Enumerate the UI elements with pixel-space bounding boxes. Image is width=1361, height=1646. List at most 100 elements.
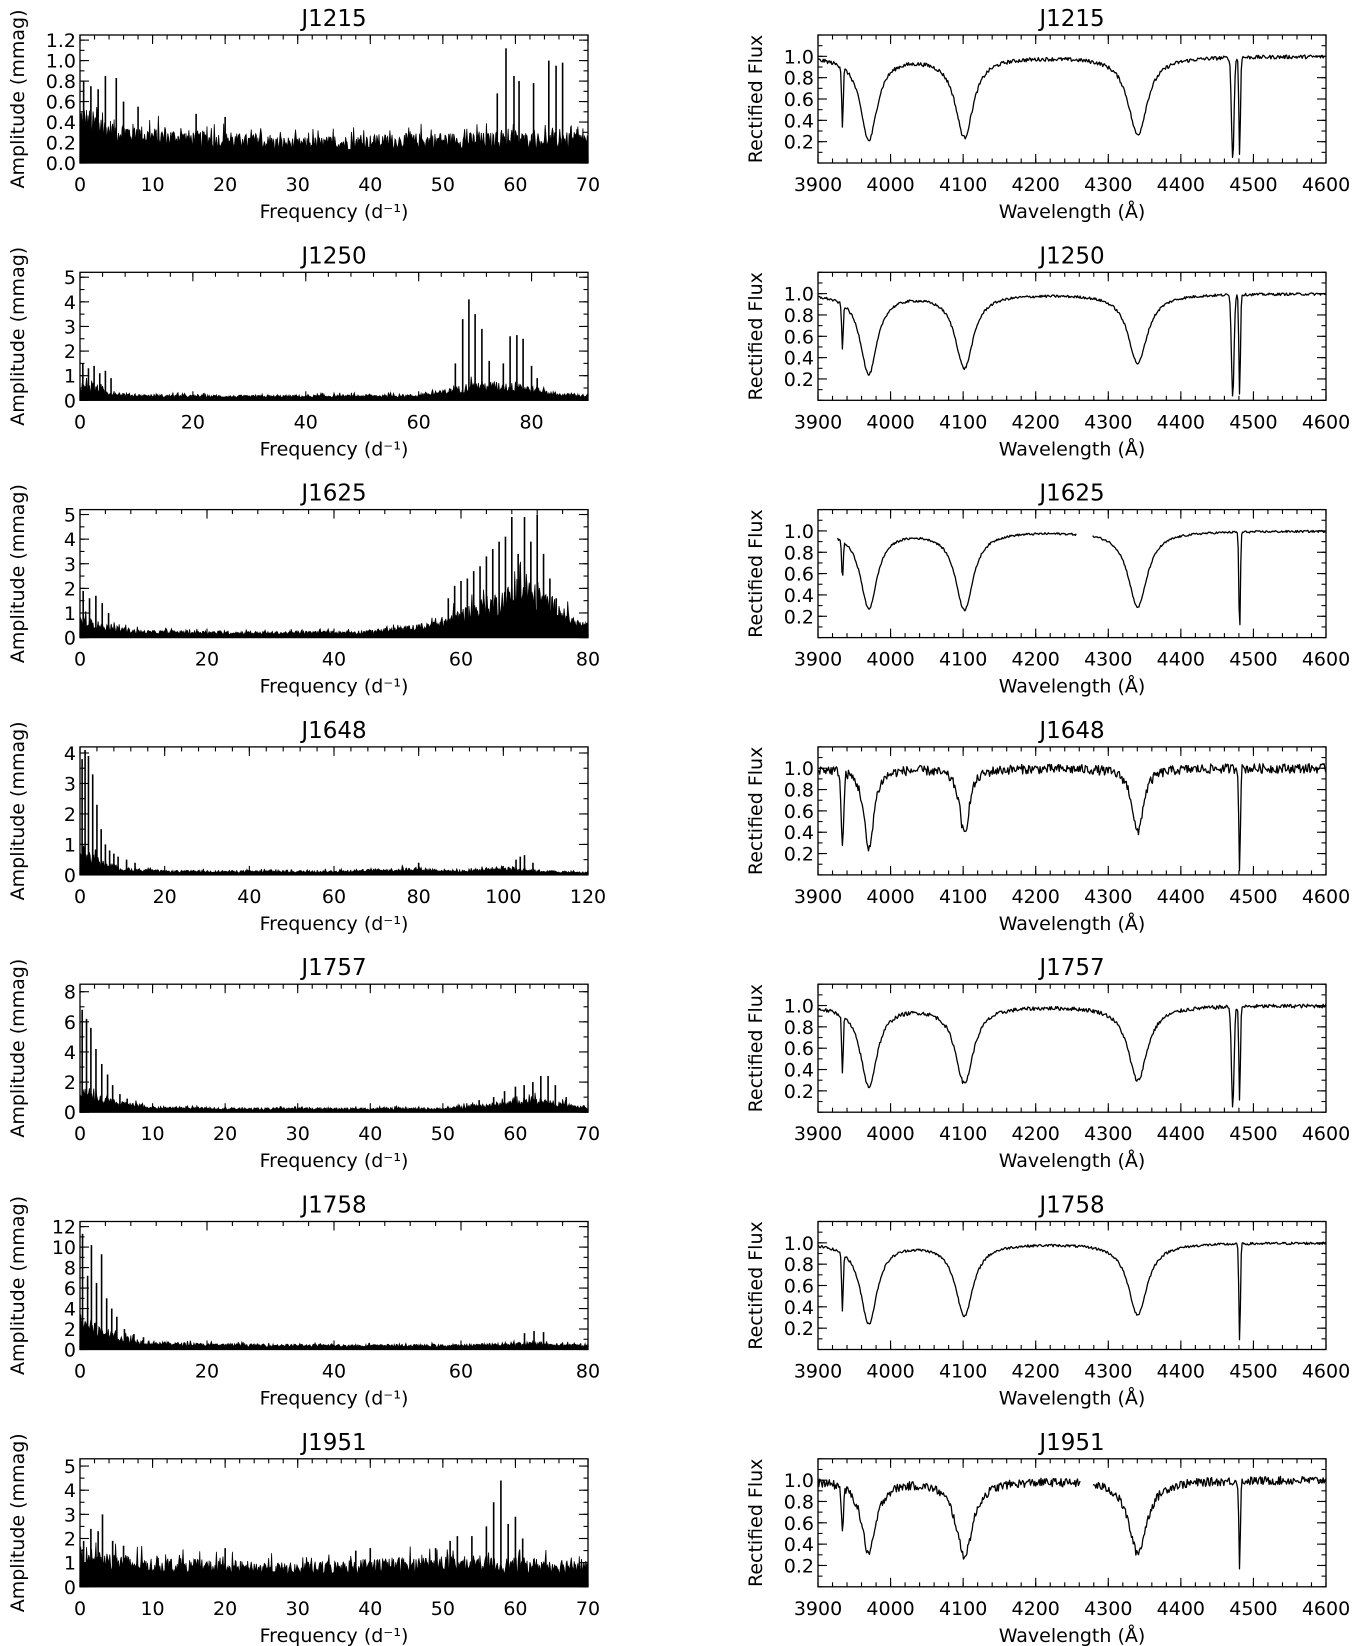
spectrum-j1215-ytick-label: 0.8 xyxy=(784,68,814,90)
spectrum-j1758-xtick-label: 4000 xyxy=(866,1361,914,1383)
periodogram-j1951-xtick-label: 10 xyxy=(140,1598,164,1620)
periodogram-j1648-ylabel: Amplitude (mmag) xyxy=(7,721,29,900)
spectrum-j1250-xtick-label: 4300 xyxy=(1084,411,1132,433)
spectrum-j1758-xtick-label: 4500 xyxy=(1229,1361,1277,1383)
spectrum-j1648-ytick-label: 0.6 xyxy=(784,801,814,823)
periodogram-j1250-xtick-label: 20 xyxy=(181,411,205,433)
spectrum-j1757-ylabel: Rectified Flux xyxy=(745,984,767,1112)
periodogram-j1757-xtick-label: 10 xyxy=(140,1123,164,1145)
spectrum-j1215-frame xyxy=(817,34,1327,164)
periodogram-j1951-ytick-label: 3 xyxy=(64,1504,76,1526)
spectrum-j1757-trace xyxy=(817,1003,1327,1108)
spectrum-j1625-xtick-label: 4600 xyxy=(1302,649,1350,671)
periodogram-j1215-title: J1215 xyxy=(299,6,366,32)
periodogram-j1215-panel: 0 10 20 30 40 50 60 70 0.00.20.40.60.81.01.2 J121… xyxy=(7,6,600,223)
spectrum-j1250-title: J1250 xyxy=(1037,243,1104,269)
periodogram-j1757-xtick-label: 40 xyxy=(358,1123,382,1145)
spectrum-j1951-ytick-label: 0.6 xyxy=(784,1513,814,1535)
spectrum-j1758-ytick-label: 0.6 xyxy=(784,1276,814,1298)
spectrum-j1215-title: J1215 xyxy=(1037,6,1104,32)
periodogram-j1625-xlabel: Frequency (d⁻¹) xyxy=(260,676,409,698)
spectrum-j1951-xtick-label: 4500 xyxy=(1229,1598,1277,1620)
spectrum-j1648-ytick-label: 1.0 xyxy=(784,758,814,780)
periodogram-j1758-ytick-label: 2 xyxy=(64,1319,76,1341)
spectrum-j1757-xtick-label: 4000 xyxy=(866,1123,914,1145)
periodogram-j1648-noise-floor xyxy=(80,845,588,875)
periodogram-j1215-ytick-label: 0.2 xyxy=(46,133,76,155)
spectrum-j1951-frame xyxy=(817,1458,1327,1588)
spectrum-j1250-xtick-label: 3900 xyxy=(794,411,842,433)
periodogram-j1648-ytick-label: 1 xyxy=(64,834,76,856)
periodogram-j1648-ytick-label: 3 xyxy=(64,773,76,795)
periodogram-j1758-xtick-label: 80 xyxy=(576,1361,600,1383)
spectrum-j1625-xtick-label: 3900 xyxy=(794,649,842,671)
spectrum-j1757-xtick-label: 4600 xyxy=(1302,1123,1350,1145)
spectrum-j1758-trace xyxy=(817,1241,1327,1341)
periodogram-j1757-xtick-label: 0 xyxy=(74,1123,86,1145)
spectrum-j1250-frame xyxy=(817,271,1327,401)
spectrum-j1758-xlabel: Wavelength (Å) xyxy=(999,1387,1146,1410)
spectrum-j1215-trace xyxy=(817,54,1326,159)
periodogram-j1758-ytick-label: 0 xyxy=(64,1340,76,1362)
spectrum-j1757-ytick-label: 1.0 xyxy=(784,996,814,1018)
spectrum-j1757-xtick-label: 4300 xyxy=(1084,1123,1132,1145)
periodogram-j1625-ytick-label: 2 xyxy=(64,578,76,600)
spectrum-j1757-ytick-label: 0.4 xyxy=(784,1060,814,1082)
spectrum-j1250-xtick-label: 4100 xyxy=(939,411,987,433)
periodogram-j1757-xtick-label: 20 xyxy=(213,1123,237,1145)
periodogram-j1757-xtick-label: 30 xyxy=(286,1123,310,1145)
spectrum-j1215-xtick-label: 4300 xyxy=(1084,174,1132,196)
periodogram-j1758-ylabel: Amplitude (mmag) xyxy=(7,1196,29,1375)
periodogram-j1250-xtick-label: 60 xyxy=(407,411,431,433)
periodogram-j1648-frame xyxy=(79,746,589,876)
spectrum-j1625-title: J1625 xyxy=(1037,481,1104,507)
periodogram-j1757-panel: 0 10 20 30 40 50 60 70 0 2 4 6 8 J1757 Frequency (d⁻¹)… xyxy=(7,955,600,1172)
periodogram-j1648-xtick-label: 40 xyxy=(237,886,261,908)
spectrum-j1758-ytick-label: 0.2 xyxy=(784,1318,814,1340)
spectrum-j1951-ytick-label: 0.8 xyxy=(784,1491,814,1513)
periodogram-j1758-xtick-label: 0 xyxy=(74,1361,86,1383)
periodogram-j1648-xtick-label: 120 xyxy=(570,886,606,908)
periodogram-j1648-title: J1648 xyxy=(299,718,366,744)
spectrum-j1648-title: J1648 xyxy=(1037,718,1104,744)
spectrum-j1648-xtick-label: 4600 xyxy=(1302,886,1350,908)
spectrum-j1648-trace xyxy=(817,762,1327,872)
spectrum-j1648-ytick-label: 0.8 xyxy=(784,780,814,802)
spectrum-j1648-xtick-label: 3900 xyxy=(794,886,842,908)
spectrum-j1250-xlabel: Wavelength (Å) xyxy=(999,437,1146,460)
periodogram-j1648-ytick-label: 2 xyxy=(64,804,76,826)
periodogram-j1757-frame xyxy=(79,983,589,1113)
periodogram-j1625-xtick-label: 0 xyxy=(74,649,86,671)
periodogram-j1625-xtick-label: 40 xyxy=(322,649,346,671)
spectrum-j1757-frame xyxy=(817,983,1327,1113)
periodogram-j1758-noise-floor xyxy=(80,1314,588,1350)
spectrum-j1215-xtick-label: 4100 xyxy=(939,174,987,196)
spectrum-j1758-title: J1758 xyxy=(1037,1193,1104,1219)
spectrum-j1625-ytick-label: 0.2 xyxy=(784,606,814,628)
periodogram-j1951-xtick-label: 0 xyxy=(74,1598,86,1620)
spectrum-j1648-xtick-label: 4300 xyxy=(1084,886,1132,908)
spectrum-j1757-xtick-label: 4200 xyxy=(1012,1123,1060,1145)
periodogram-j1215-xtick-label: 70 xyxy=(576,174,600,196)
spectrum-j1250-ylabel: Rectified Flux xyxy=(745,272,767,400)
spectrum-j1250-trace xyxy=(817,292,1327,397)
periodogram-j1215-ylabel: Amplitude (mmag) xyxy=(7,10,29,189)
periodogram-j1625-ytick-label: 5 xyxy=(64,505,76,527)
periodogram-j1951-xtick-label: 20 xyxy=(213,1598,237,1620)
periodogram-j1250-ytick-label: 4 xyxy=(64,292,76,314)
spectrum-j1951-xtick-label: 3900 xyxy=(794,1598,842,1620)
spectrum-j1951-ytick-label: 1.0 xyxy=(784,1470,814,1492)
spectrum-j1757-ytick-label: 0.6 xyxy=(784,1038,814,1060)
periodogram-j1625-xtick-label: 20 xyxy=(195,649,219,671)
periodogram-j1625-title: J1625 xyxy=(299,481,366,507)
spectrum-j1757-xtick-label: 4400 xyxy=(1157,1123,1205,1145)
spectrum-j1625-frame xyxy=(817,508,1327,639)
spectrum-j1648-frame xyxy=(817,746,1327,876)
spectrum-j1250-panel: 3900 4000 4100 4200 4300 4400 4500 46000.20.40.… xyxy=(745,243,1350,460)
periodogram-j1757-ytick-label: 0 xyxy=(64,1102,76,1124)
periodogram-j1625-xtick-label: 80 xyxy=(576,649,600,671)
periodogram-j1250-xtick-label: 0 xyxy=(74,411,86,433)
